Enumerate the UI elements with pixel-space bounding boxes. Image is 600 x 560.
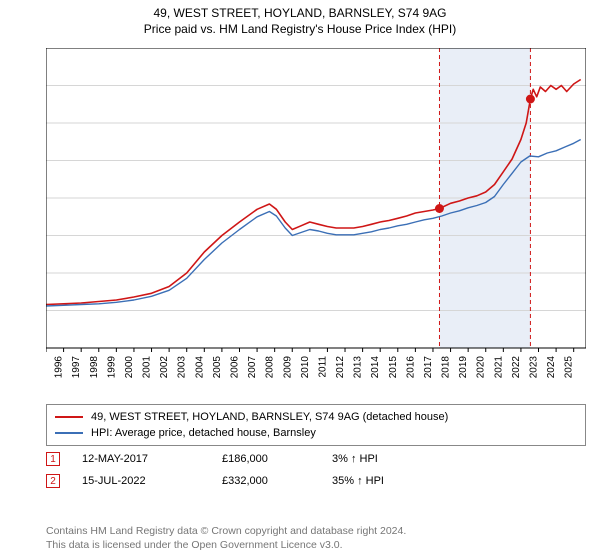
svg-text:2010: 2010 xyxy=(300,356,311,379)
svg-text:2023: 2023 xyxy=(529,356,540,379)
legend-swatch xyxy=(55,432,83,434)
legend-row: 49, WEST STREET, HOYLAND, BARNSLEY, S74 … xyxy=(55,409,577,425)
legend-label: HPI: Average price, detached house, Barn… xyxy=(91,427,316,439)
svg-text:2024: 2024 xyxy=(546,356,557,379)
legend-swatch xyxy=(55,416,83,418)
svg-text:2001: 2001 xyxy=(142,356,153,379)
sale-row: 1 12-MAY-2017£186,0003% ↑ HPI xyxy=(28,448,588,470)
svg-text:2020: 2020 xyxy=(476,356,487,379)
sales-table: 1 12-MAY-2017£186,0003% ↑ HPI 2 15-JUL-2022… xyxy=(28,448,588,492)
chart-container: 49, WEST STREET, HOYLAND, BARNSLEY, S74 … xyxy=(0,0,600,560)
sale-marker: 2 xyxy=(46,474,60,488)
svg-text:2025: 2025 xyxy=(564,356,575,379)
footer: Contains HM Land Registry data © Crown c… xyxy=(46,524,406,552)
svg-text:2003: 2003 xyxy=(177,356,188,379)
svg-text:2018: 2018 xyxy=(441,356,452,379)
svg-text:2015: 2015 xyxy=(388,356,399,379)
svg-text:2013: 2013 xyxy=(353,356,364,379)
svg-text:2009: 2009 xyxy=(282,356,293,379)
svg-text:1995: 1995 xyxy=(46,356,47,379)
sale-hpi: 35% ↑ HPI xyxy=(332,475,442,487)
svg-text:1999: 1999 xyxy=(106,356,117,379)
chart-area: £0£50K£100K£150K£200K£250K£300K£350K£400… xyxy=(46,48,586,384)
svg-text:2002: 2002 xyxy=(159,356,170,379)
sale-price: £332,000 xyxy=(222,475,332,487)
svg-text:2019: 2019 xyxy=(458,356,469,379)
svg-text:1997: 1997 xyxy=(71,356,82,379)
svg-text:2006: 2006 xyxy=(229,356,240,379)
title-block: 49, WEST STREET, HOYLAND, BARNSLEY, S74 … xyxy=(0,0,600,38)
svg-text:2007: 2007 xyxy=(247,356,258,379)
sale-price: £186,000 xyxy=(222,453,332,465)
title-subtitle: Price paid vs. HM Land Registry's House … xyxy=(0,22,600,36)
svg-text:2000: 2000 xyxy=(124,356,135,379)
svg-text:2005: 2005 xyxy=(212,356,223,379)
svg-text:2022: 2022 xyxy=(511,356,522,379)
svg-text:2008: 2008 xyxy=(265,356,276,379)
svg-text:1996: 1996 xyxy=(54,356,65,379)
sale-row: 2 15-JUL-2022£332,00035% ↑ HPI xyxy=(28,470,588,492)
sale-date: 12-MAY-2017 xyxy=(82,453,222,465)
sale-marker: 1 xyxy=(46,452,60,466)
svg-text:2017: 2017 xyxy=(423,356,434,379)
svg-text:2004: 2004 xyxy=(194,356,205,379)
svg-text:2012: 2012 xyxy=(335,356,346,379)
legend-box: 49, WEST STREET, HOYLAND, BARNSLEY, S74 … xyxy=(46,404,586,446)
footer-line1: Contains HM Land Registry data © Crown c… xyxy=(46,524,406,538)
chart-svg: £0£50K£100K£150K£200K£250K£300K£350K£400… xyxy=(46,48,586,384)
svg-text:2011: 2011 xyxy=(317,356,328,378)
footer-line2: This data is licensed under the Open Gov… xyxy=(46,538,406,552)
legend-row: HPI: Average price, detached house, Barn… xyxy=(55,425,577,441)
sale-hpi: 3% ↑ HPI xyxy=(332,453,442,465)
sale-date: 15-JUL-2022 xyxy=(82,475,222,487)
svg-text:2016: 2016 xyxy=(405,356,416,379)
svg-text:2014: 2014 xyxy=(370,356,381,379)
svg-text:2021: 2021 xyxy=(493,356,504,379)
svg-text:1998: 1998 xyxy=(89,356,100,379)
legend-label: 49, WEST STREET, HOYLAND, BARNSLEY, S74 … xyxy=(91,411,448,423)
title-address: 49, WEST STREET, HOYLAND, BARNSLEY, S74 … xyxy=(0,6,600,20)
